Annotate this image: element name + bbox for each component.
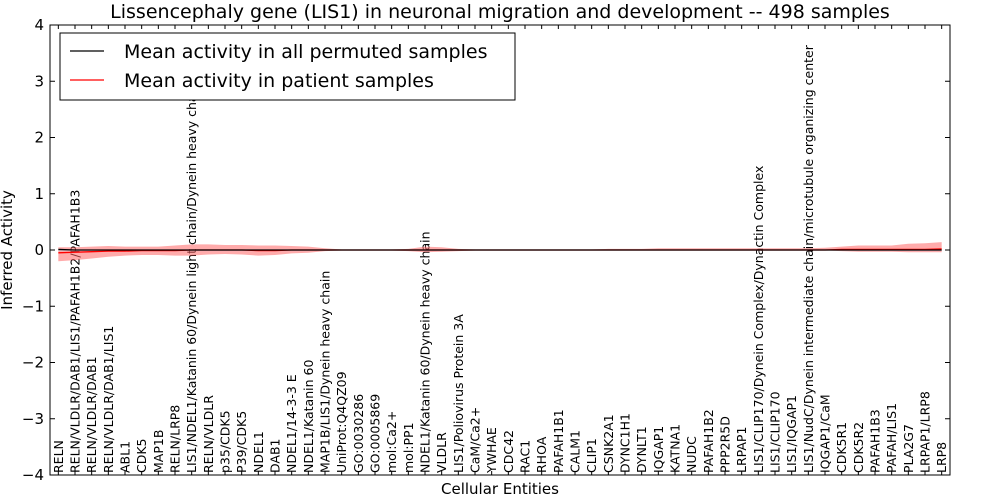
category-label: NDEL1/14-3-3 E <box>284 374 299 473</box>
y-tick-label: 1 <box>34 185 44 203</box>
plot-area <box>49 24 951 476</box>
category-label: RELN/VLDLR/DAB1/LIS1 <box>101 326 116 473</box>
y-tick-label: 3 <box>34 72 44 90</box>
category-label: CDK5R2 <box>851 422 866 473</box>
category-label: CSNK2A1 <box>601 414 616 473</box>
category-label: LIS1/CLIP170/Dynein Complex/Dynactin Com… <box>751 166 766 473</box>
category-label: PPP2R5D <box>718 416 733 473</box>
category-label: YWHAE <box>484 427 499 474</box>
y-axis-ticks: −4 −3 −2 −1 0 1 2 3 4 <box>22 16 950 484</box>
category-label: DAB1 <box>268 439 283 474</box>
category-label: CALM1 <box>568 430 583 473</box>
category-label: P39/CDK5 <box>234 411 249 473</box>
category-label: RELN <box>51 440 66 473</box>
legend-label-permuted: Mean activity in all permuted samples <box>124 41 487 63</box>
category-label: DYNC1H1 <box>618 413 633 473</box>
category-label: RHOA <box>534 436 549 473</box>
x-axis-label: Cellular Entities <box>441 480 559 498</box>
category-label: VLDLR <box>434 432 449 473</box>
permuted-mean-line <box>58 248 942 251</box>
category-label: CDK5 <box>134 438 149 473</box>
category-label: DYNLT1 <box>634 426 649 473</box>
category-label: RELN/LRP8 <box>168 405 183 473</box>
y-tick-label: −4 <box>22 466 44 484</box>
legend-label-patient: Mean activity in patient samples <box>124 70 434 92</box>
y-tick-label: 2 <box>34 129 44 147</box>
legend-box <box>59 32 516 101</box>
category-label: GO:0030286 <box>351 394 366 473</box>
category-label: LIS1/NudC/Dynein intermediate chain/micr… <box>801 44 816 473</box>
category-label: RAC1 <box>518 440 533 473</box>
category-label: MAP1B/LIS1/Dynein heavy chain <box>318 271 333 473</box>
category-label: MAP1B <box>151 430 166 473</box>
category-label: RELN/VLDLR/DAB1/LIS1/PAFAH1B2/PAFAH1B3 <box>68 190 83 473</box>
category-label: NUDC <box>684 436 699 473</box>
category-label: IQGAP1 <box>651 426 666 473</box>
category-label: LIS1/CLIP170 <box>768 391 783 473</box>
category-label: PAFAH1B1 <box>551 409 566 473</box>
category-label: RELN/VLDLR/DAB1 <box>84 356 99 473</box>
legend: Mean activity in all permuted samples Me… <box>59 32 516 101</box>
category-label: IQGAP1/CaM <box>818 394 833 473</box>
y-tick-label: 4 <box>34 16 44 34</box>
category-label: RELN/VLDLR <box>201 395 216 473</box>
category-label: LIS1/Poliovirus Protein 3A <box>451 314 466 473</box>
category-label: mol:Ca2+ <box>384 411 399 473</box>
patient-band <box>58 242 942 262</box>
category-label: CDC42 <box>501 430 516 473</box>
chart-title: Lissencephaly gene (LIS1) in neuronal mi… <box>110 1 890 23</box>
category-label: mol:PP1 <box>401 422 416 473</box>
category-label: NDEL1/Katanin 60 <box>301 360 316 473</box>
category-labels: RELN RELN/VLDLR/DAB1/LIS1/PAFAH1B2/PAFAH1… <box>51 44 949 474</box>
y-tick-label: −2 <box>22 354 44 372</box>
category-label: CLIP1 <box>584 438 599 473</box>
category-label: GO:0005869 <box>368 394 383 473</box>
category-label: KATNA1 <box>668 424 683 473</box>
category-label: PAFAH/LIS1 <box>884 403 899 473</box>
category-label: PAFAH1B2 <box>701 409 716 473</box>
category-label: LIS1/IQGAP1 <box>784 395 799 473</box>
category-label: UniProt:Q4QZ09 <box>334 371 349 473</box>
category-label: PAFAH1B3 <box>868 409 883 473</box>
y-tick-label: −1 <box>22 297 44 315</box>
category-label: ABL1 <box>118 441 133 473</box>
category-label: NDEL1/Katanin 60/Dynein heavy chain <box>418 231 433 473</box>
category-label: LRPAP1/LRP8 <box>918 391 933 473</box>
category-label: LRPAP1 <box>734 427 749 473</box>
category-label: PLA2G7 <box>901 424 916 473</box>
category-label: CaM/Ca2+ <box>468 407 483 473</box>
category-label: p35/CDK5 <box>218 410 233 473</box>
category-label: LRP8 <box>934 442 949 473</box>
category-label: CDK5R1 <box>834 422 849 473</box>
category-label: NDEL1 <box>251 431 266 473</box>
y-tick-label: 0 <box>34 241 44 259</box>
y-axis-label: Inferred Activity <box>0 190 16 310</box>
category-label: LIS1/NDEL1/Katanin 60/Dynein light chain… <box>184 83 199 473</box>
y-tick-label: −3 <box>22 410 44 428</box>
